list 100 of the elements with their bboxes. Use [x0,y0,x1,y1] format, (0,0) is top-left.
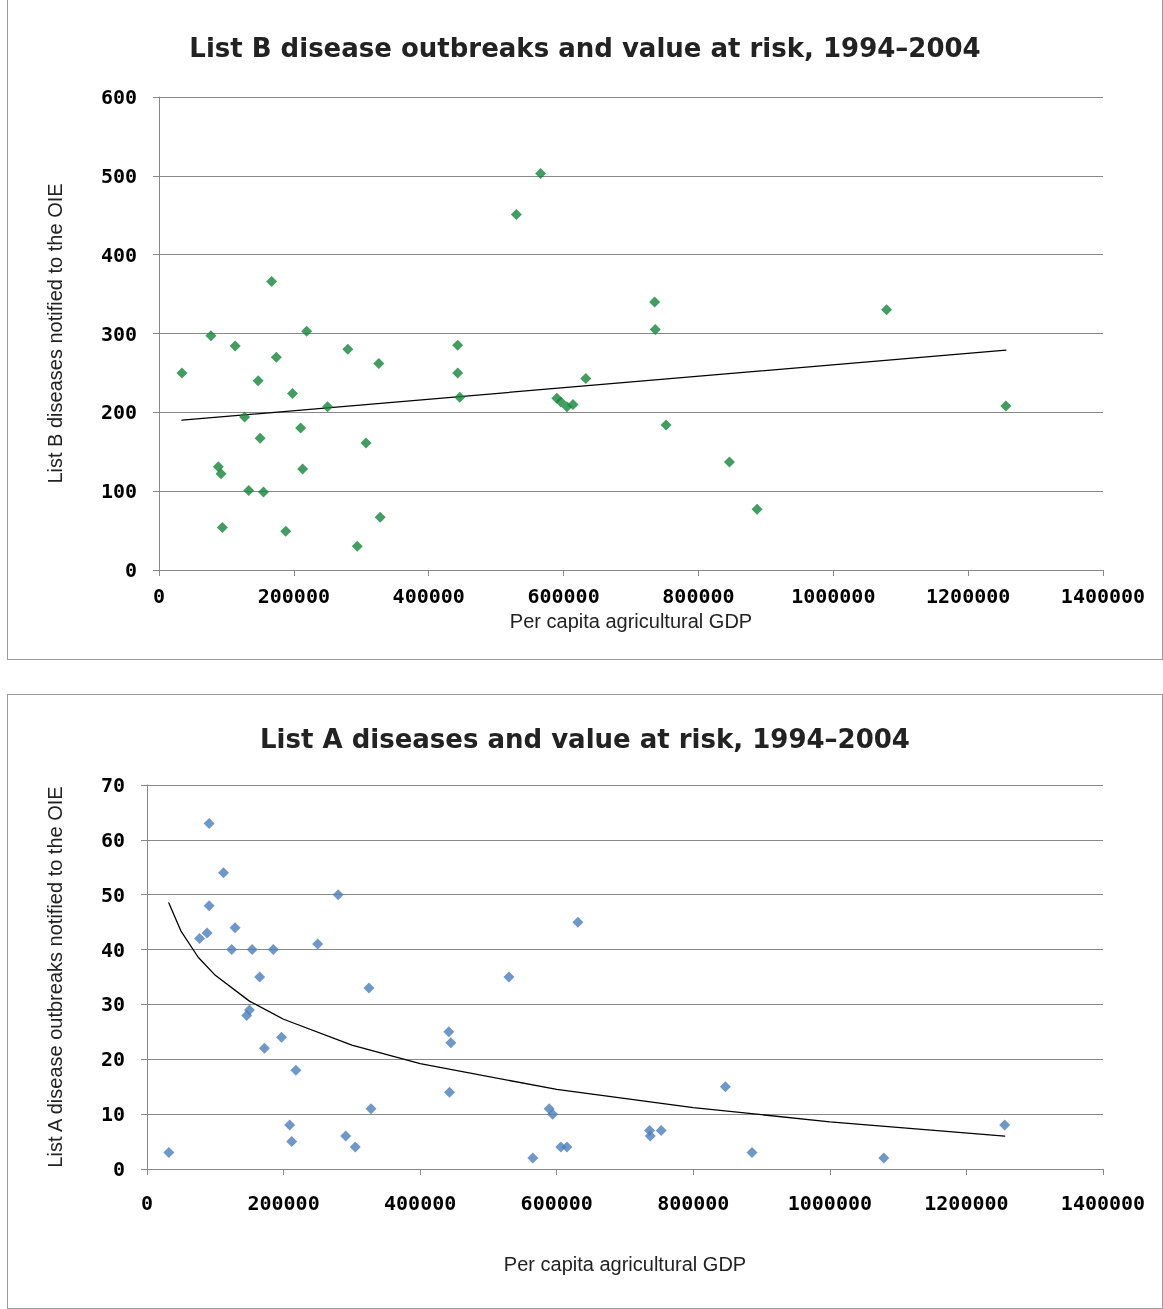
point [351,540,363,552]
point [365,1103,377,1115]
x-axis-title: Per capita agricultural GDP [503,1253,747,1275]
y-tick-label: 30 [100,992,125,1017]
point [445,1037,457,1049]
point [295,422,307,434]
y-tick-label: 0 [124,558,137,582]
x-tick-label: 600000 [527,584,600,608]
point [284,1119,296,1131]
point [547,1108,559,1120]
point [229,922,241,934]
x-tick-label: 1400000 [1060,584,1146,608]
x-tick-label: 600000 [520,1191,593,1215]
point [373,357,385,369]
point [332,889,344,901]
y-tick-label: 40 [100,937,125,962]
point [374,511,386,523]
point [205,330,217,342]
point [243,484,255,496]
chart-title: List B disease outbreaks and value at risk, 1994–2004 [189,33,981,63]
y-tick-label: 300 [100,321,137,346]
x-tick-label: 800000 [657,1191,730,1215]
point [555,396,567,408]
y-tick-label: 10 [100,1102,125,1127]
point [194,933,206,945]
point [340,1130,352,1142]
point [252,375,264,387]
x-tick-label: 1400000 [1060,1191,1146,1215]
point [203,817,215,829]
point [163,1147,175,1159]
x-tick-label: 1000000 [791,584,876,608]
x-tick-label: 200000 [247,1191,320,1215]
y-tick-label: 0 [112,1157,125,1181]
point [881,304,893,316]
x-tick-label: 1000000 [787,1191,873,1215]
point [360,437,372,449]
line-series [168,902,1006,1137]
point [229,340,241,352]
point [239,411,251,423]
point [580,372,592,384]
point [878,1152,890,1164]
point [719,1081,731,1093]
point [267,944,279,956]
point [342,343,354,355]
y-tick-label: 500 [100,163,137,188]
y-tick-label: 600 [100,85,137,109]
point [301,325,313,337]
point [312,938,324,950]
point [349,1141,361,1153]
point [561,1141,573,1153]
x-tick-label: 400000 [384,1191,457,1215]
point [644,1130,656,1142]
point [454,391,466,403]
point [217,867,229,879]
point [280,525,292,537]
y-tick-label: 60 [100,827,125,852]
point [287,387,299,399]
x-tick-label: 1200000 [925,584,1011,608]
point [212,461,224,473]
point [660,419,672,431]
point [527,1152,539,1164]
point [254,971,266,983]
point [444,1086,456,1098]
point [452,367,464,379]
x-tick-label: 200000 [257,584,330,608]
point [999,1119,1011,1131]
point [243,1004,255,1016]
point [270,351,282,363]
point [452,339,464,351]
point [723,456,735,468]
point [535,167,547,179]
point [286,1136,298,1148]
point [266,275,278,287]
point [443,1026,455,1038]
point [363,982,375,994]
point [751,503,763,515]
point [254,432,266,444]
point [290,1064,302,1076]
y-tick-label: 50 [100,882,125,907]
point [215,468,227,480]
point [258,1042,270,1054]
x-tick-label: 1200000 [924,1191,1009,1215]
point [226,944,238,956]
y-tick-label: 20 [100,1047,125,1072]
x-tick-label: 0 [140,1191,154,1215]
x-tick-label: 0 [152,584,166,608]
y-tick-label: 400 [100,242,137,267]
y-axis-title: List B diseases notified to the OIE [44,183,66,484]
point [203,900,215,912]
point [216,521,228,533]
point [572,916,584,928]
chart-title: List A diseases and value at risk, 1994–2004 [260,724,910,754]
point [503,971,515,983]
point [567,398,579,410]
point [276,1031,288,1043]
point [510,208,522,220]
point [649,296,661,308]
y-tick-label: 100 [100,479,137,504]
x-tick-label: 400000 [392,584,465,608]
x-tick-label: 800000 [662,584,735,608]
